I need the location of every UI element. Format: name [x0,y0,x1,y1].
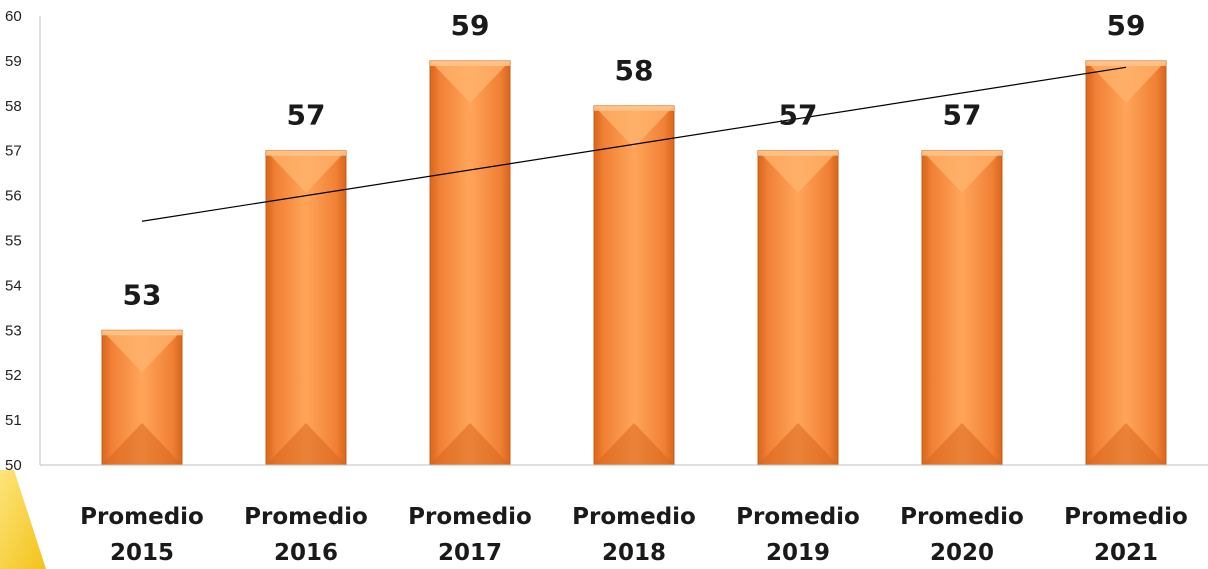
data-label: 59 [451,9,490,42]
data-label: 57 [779,99,818,132]
data-label: 57 [943,99,982,132]
data-label: 53 [123,278,162,311]
bar [593,105,675,466]
y-tick-label: 56 [5,188,22,205]
bars [101,60,1167,466]
bar [101,329,183,466]
decorative-corner-shape [0,470,46,569]
y-tick-label: 54 [5,277,22,294]
bar [921,150,1003,466]
y-tick-label: 50 [5,457,22,474]
y-tick-label: 58 [5,98,22,115]
y-tick-label: 53 [5,322,22,339]
x-tick-label: Promedio 2015 [80,504,204,566]
y-tick-label: 51 [5,412,22,429]
y-tick-label: 59 [5,53,22,70]
x-axis-labels: Promedio 2015 Promedio 2016 Promedio 2017 Prom… [80,504,1188,566]
trendline [141,66,1127,222]
data-label: 58 [615,54,654,87]
x-tick-label: Promedio 2018 [572,504,696,566]
x-tick-label: Promedio 2021 [1064,504,1188,566]
x-tick-label: Promedio 2017 [408,504,532,566]
x-tick-label: Promedio 2016 [244,504,368,566]
y-tick-label: 55 [5,233,22,250]
y-axis-ticks: 50 51 52 53 54 55 56 57 58 59 60 [5,8,22,474]
bar [757,150,839,466]
x-tick-label: Promedio 2019 [736,504,860,566]
y-tick-label: 57 [5,143,22,160]
data-labels: 53 57 59 58 57 57 59 [123,9,1146,311]
data-label: 57 [287,99,326,132]
y-tick-label: 52 [5,367,22,384]
trendline-group [141,66,1127,222]
y-tick-label: 60 [5,8,22,25]
data-label: 59 [1107,9,1146,42]
bar [429,60,511,466]
bar [1085,60,1167,466]
bar [265,150,347,466]
x-tick-label: Promedio 2020 [900,504,1024,566]
